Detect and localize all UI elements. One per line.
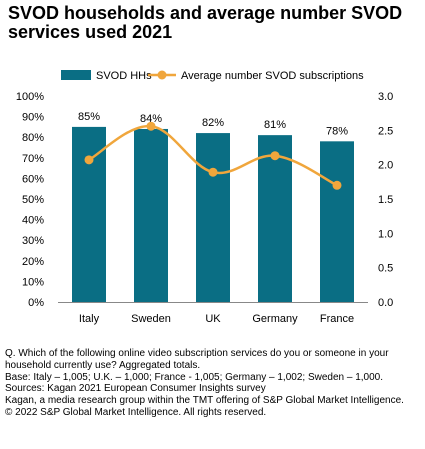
bar-france xyxy=(320,141,354,302)
chart-footer: Q. Which of the following online video s… xyxy=(5,348,420,419)
left-axis-tick-label: 30% xyxy=(22,235,44,247)
x-axis-tick-label: Sweden xyxy=(131,313,171,325)
x-axis-tick-label: Germany xyxy=(252,313,298,325)
combo-chart: SVOD HHs Average number SVOD subscription… xyxy=(16,70,393,325)
right-axis-tick-label: 1.0 xyxy=(378,228,393,240)
right-axis-tick-label: 3.0 xyxy=(378,91,393,103)
bar-data-label: 85% xyxy=(78,111,100,123)
footer-base: Base: Italy – 1,005; U.K. – 1,000; Franc… xyxy=(5,371,384,383)
bar-series xyxy=(58,126,368,303)
footer-kagan: Kagan, a media research group within the… xyxy=(5,395,404,407)
x-axis-labels: Italy Sweden UK Germany France xyxy=(79,313,354,325)
left-axis-tick-label: 60% xyxy=(22,173,44,185)
footer-copyright: © 2022 S&P Global Market Intelligence. A… xyxy=(5,406,267,418)
left-axis-tick-label: 20% xyxy=(22,256,44,268)
bar-data-label: 84% xyxy=(140,113,162,125)
left-axis: 0% 10% 20% 30% 40% 50% 60% 70% 80% 90% 100% xyxy=(16,91,44,309)
footer-question: Q. Which of the following online video s… xyxy=(5,348,389,371)
right-axis-tick-label: 0.0 xyxy=(378,297,393,309)
right-axis-tick-label: 2.0 xyxy=(378,160,393,172)
legend-swatch-bars xyxy=(61,70,91,80)
bar-italy xyxy=(72,126,106,303)
x-axis-tick-label: UK xyxy=(205,313,221,325)
line-point-sweden xyxy=(146,121,156,131)
bar-data-label: 81% xyxy=(264,119,286,131)
left-axis-tick-label: 100% xyxy=(16,91,44,103)
left-axis-tick-label: 50% xyxy=(22,194,44,206)
right-axis: 0.0 0.5 1.0 1.5 2.0 2.5 3.0 xyxy=(378,91,393,309)
legend-label-line: Average number SVOD subscriptions xyxy=(181,70,364,82)
chart-title: SVOD households and average number SVOD … xyxy=(8,3,403,42)
bar-data-labels: 85% 84% 82% 81% 78% xyxy=(78,111,348,137)
left-axis-tick-label: 0% xyxy=(28,297,44,309)
bar-data-label: 78% xyxy=(326,125,348,137)
right-axis-tick-label: 2.5 xyxy=(378,125,393,137)
line-point-germany xyxy=(270,151,280,161)
bar-data-label: 82% xyxy=(202,117,224,129)
x-axis-tick-label: France xyxy=(320,313,354,325)
footer-source: Sources: Kagan 2021 European Consumer In… xyxy=(5,383,266,395)
left-axis-tick-label: 70% xyxy=(22,153,44,165)
x-axis-tick-label: Italy xyxy=(79,313,100,325)
bar-sweden xyxy=(134,128,168,302)
legend-label-bars: SVOD HHs xyxy=(96,70,152,82)
bar-germany xyxy=(258,135,292,302)
line-series xyxy=(84,121,342,190)
line-point-italy xyxy=(84,155,94,165)
line-point-uk xyxy=(208,167,218,177)
right-axis-tick-label: 1.5 xyxy=(378,194,393,206)
chart-legend: SVOD HHs Average number SVOD subscription… xyxy=(61,70,364,82)
left-axis-tick-label: 80% xyxy=(22,132,44,144)
right-axis-tick-label: 0.5 xyxy=(378,263,393,275)
legend-marker-line xyxy=(157,70,167,80)
left-axis-tick-label: 10% xyxy=(22,276,44,288)
left-axis-tick-label: 40% xyxy=(22,215,44,227)
bar-uk xyxy=(196,133,230,302)
left-axis-tick-label: 90% xyxy=(22,112,44,124)
line-point-france xyxy=(332,180,342,190)
